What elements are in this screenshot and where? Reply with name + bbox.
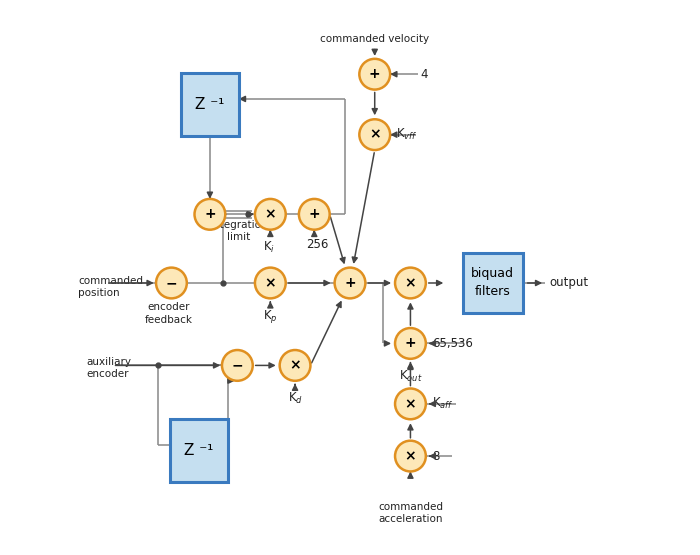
- Text: commanded
acceleration: commanded acceleration: [378, 502, 443, 524]
- Text: ×: ×: [405, 449, 416, 463]
- Circle shape: [156, 268, 187, 299]
- Text: 8: 8: [433, 450, 440, 462]
- Circle shape: [395, 328, 426, 359]
- Text: −: −: [232, 359, 243, 372]
- FancyBboxPatch shape: [181, 73, 239, 136]
- Text: 4: 4: [420, 68, 428, 80]
- Circle shape: [299, 199, 330, 230]
- Text: biquad
filters: biquad filters: [471, 268, 514, 299]
- Circle shape: [359, 59, 390, 89]
- Text: −: −: [166, 276, 177, 290]
- Circle shape: [359, 119, 390, 150]
- Circle shape: [280, 350, 310, 381]
- Text: ×: ×: [405, 397, 416, 411]
- Text: Z ⁻¹: Z ⁻¹: [184, 443, 213, 458]
- Circle shape: [222, 350, 253, 381]
- Text: K$_{aff}$: K$_{aff}$: [433, 396, 454, 411]
- Text: 65,536: 65,536: [433, 337, 473, 350]
- Text: ×: ×: [265, 276, 276, 290]
- Circle shape: [195, 199, 225, 230]
- Text: +: +: [405, 336, 416, 350]
- Text: encoder
feedback: encoder feedback: [145, 302, 193, 325]
- FancyBboxPatch shape: [170, 419, 228, 482]
- Circle shape: [255, 199, 286, 230]
- Text: ×: ×: [265, 208, 276, 221]
- Text: ×: ×: [405, 276, 416, 290]
- Text: K$_{out}$: K$_{out}$: [399, 369, 422, 384]
- Text: commanded
position: commanded position: [78, 276, 143, 298]
- FancyBboxPatch shape: [463, 253, 523, 313]
- Text: ×: ×: [289, 359, 301, 372]
- Text: Z ⁻¹: Z ⁻¹: [195, 97, 225, 112]
- Text: auxiliary
encoder: auxiliary encoder: [86, 357, 132, 379]
- Circle shape: [335, 268, 365, 299]
- Text: K$_p$: K$_p$: [263, 308, 278, 325]
- Circle shape: [395, 388, 426, 419]
- Text: commanded velocity: commanded velocity: [320, 34, 429, 44]
- Text: output: output: [549, 276, 588, 290]
- Text: ×: ×: [369, 128, 381, 142]
- Text: +: +: [344, 276, 356, 290]
- Text: K$_d$: K$_d$: [288, 391, 302, 406]
- Text: +: +: [309, 208, 320, 221]
- Text: +: +: [204, 208, 216, 221]
- Text: K$_{vff}$: K$_{vff}$: [395, 127, 417, 142]
- Circle shape: [395, 441, 426, 471]
- Text: +: +: [369, 67, 381, 81]
- Text: K$_i$: K$_i$: [263, 240, 275, 255]
- Text: 256: 256: [306, 239, 328, 251]
- Circle shape: [395, 268, 426, 299]
- Circle shape: [255, 268, 286, 299]
- Text: integration
limit: integration limit: [210, 220, 267, 242]
